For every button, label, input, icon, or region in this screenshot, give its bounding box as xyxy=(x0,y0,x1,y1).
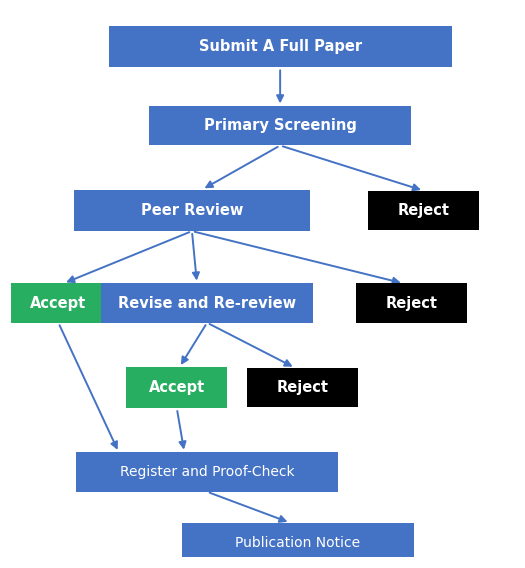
Text: Publication Notice: Publication Notice xyxy=(235,536,360,550)
Text: Revise and Re-review: Revise and Re-review xyxy=(118,295,296,311)
Text: Primary Screening: Primary Screening xyxy=(204,118,356,133)
FancyBboxPatch shape xyxy=(76,453,338,492)
Text: Reject: Reject xyxy=(385,295,437,311)
Text: Submit A Full Paper: Submit A Full Paper xyxy=(198,39,362,55)
Text: Reject: Reject xyxy=(398,203,450,218)
FancyBboxPatch shape xyxy=(8,283,109,323)
Text: Peer Review: Peer Review xyxy=(141,203,243,218)
FancyBboxPatch shape xyxy=(127,367,227,408)
FancyBboxPatch shape xyxy=(356,283,467,323)
FancyBboxPatch shape xyxy=(109,26,452,67)
FancyBboxPatch shape xyxy=(149,106,411,145)
FancyBboxPatch shape xyxy=(247,368,358,407)
FancyBboxPatch shape xyxy=(74,190,310,231)
Text: Reject: Reject xyxy=(277,380,329,395)
FancyBboxPatch shape xyxy=(182,523,414,563)
Text: Register and Proof-Check: Register and Proof-Check xyxy=(120,465,295,479)
FancyBboxPatch shape xyxy=(369,191,479,230)
FancyBboxPatch shape xyxy=(101,283,313,323)
Text: Accept: Accept xyxy=(30,295,87,311)
Text: Accept: Accept xyxy=(149,380,205,395)
